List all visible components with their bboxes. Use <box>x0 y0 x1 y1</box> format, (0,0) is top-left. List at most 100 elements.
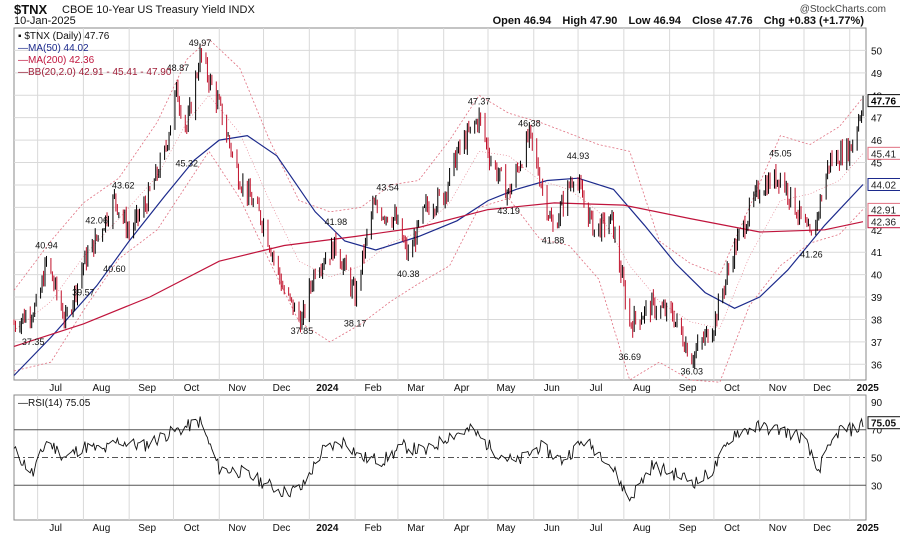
price-annotation: 46.38 <box>518 119 541 129</box>
price-flag-label: 42.91 <box>871 205 896 216</box>
price-x-tick-label: Dec <box>273 383 291 394</box>
rsi-x-tick-label: Oct <box>724 523 740 534</box>
price-y-tick-label: 42 <box>871 226 883 237</box>
price-x-tick-label: 2024 <box>316 383 339 394</box>
rsi-x-tick-label: Dec <box>813 523 831 534</box>
rsi-y-tick-label: 50 <box>871 454 883 465</box>
price-x-tick-label: Dec <box>813 383 831 394</box>
price-annotation: 42.06 <box>85 215 108 225</box>
price-flag-box <box>867 94 900 108</box>
legend-bb-label: BB(20,2.0) 42.91 - 45.41 - 47.90 <box>28 67 172 78</box>
price-x-tick-label: Sep <box>679 383 697 394</box>
price-y-tick-label: 38 <box>871 315 883 326</box>
rsi-x-tick-label: 2025 <box>857 523 880 534</box>
price-x-tick-label: Aug <box>633 383 651 394</box>
rsi-x-tick-label: Aug <box>93 523 111 534</box>
legend-ma50-label: MA(50) 44.02 <box>28 43 89 54</box>
rsi-x-tick-label: 2024 <box>316 523 339 534</box>
price-annotation: 38.17 <box>344 319 367 329</box>
price-x-tick-label: May <box>497 383 516 394</box>
price-annotation: 41.26 <box>800 249 823 259</box>
price-x-tick-label: Mar <box>407 383 425 394</box>
rsi-x-tick-label: Sep <box>138 523 156 534</box>
price-y-tick-label: 37 <box>871 338 883 349</box>
rsi-flag-box <box>867 416 900 430</box>
legend-rsi-label: RSI(14) 75.05 <box>28 398 91 409</box>
price-y-tick-label: 40 <box>871 271 883 282</box>
legend-rsi: —RSI(14) 75.05 <box>18 398 90 409</box>
price-x-tick-label: Jul <box>590 383 603 394</box>
price-annotation: 40.60 <box>103 264 126 274</box>
price-x-tick-label: Nov <box>228 383 246 394</box>
rsi-x-tick-label: Dec <box>273 523 291 534</box>
price-flag-box <box>867 215 900 229</box>
price-annotation: 40.94 <box>35 241 58 251</box>
legend-rsi-swatch: — <box>18 398 28 409</box>
price-annotation: 37.35 <box>22 337 45 347</box>
price-y-tick-label: 45 <box>871 159 883 170</box>
price-y-tick-label: 46 <box>871 136 883 147</box>
price-flag-label: 44.02 <box>871 180 896 191</box>
symbol: $TNX <box>14 2 48 17</box>
price-y-tick-label: 49 <box>871 69 883 80</box>
legend-ma200-label: MA(200) 42.36 <box>28 55 95 66</box>
price-x-tick-label: Feb <box>364 383 382 394</box>
brand-watermark[interactable]: @StockCharts.com <box>799 4 886 15</box>
rsi-x-tick-label: Oct <box>184 523 200 534</box>
price-y-tick-label: 50 <box>871 46 883 57</box>
price-annotation: 45.32 <box>175 158 198 168</box>
price-annotation: 49.97 <box>189 38 212 48</box>
price-y-tick-label: 39 <box>871 293 883 304</box>
legend-price-label: $TNX (Daily) 47.76 <box>24 31 110 42</box>
legend-price-swatch: ▪ <box>18 31 22 42</box>
rsi-y-tick-label: 90 <box>871 398 883 409</box>
price-annotation: 41.98 <box>325 217 348 227</box>
rsi-y-tick-label: 70 <box>871 426 883 437</box>
price-annotation: 48.87 <box>167 63 190 73</box>
price-flag-label: 47.76 <box>871 97 896 108</box>
price-annotation: 40.38 <box>397 269 420 279</box>
rsi-x-tick-label: Jun <box>544 523 560 534</box>
rsi-x-tick-label: May <box>497 523 516 534</box>
rsi-x-tick-label: Sep <box>679 523 697 534</box>
chart-date: 10-Jan-2025 <box>14 15 76 27</box>
bb-lower-line <box>13 150 864 383</box>
price-y-tick-label: 36 <box>871 360 883 371</box>
legend-bb: —BB(20,2.0) 42.91 - 45.41 - 47.90 <box>18 67 171 78</box>
price-x-tick-label: Jun <box>544 383 560 394</box>
rsi-x-tick-label: Mar <box>407 523 425 534</box>
price-annotation: 36.69 <box>618 352 641 362</box>
ma50-line <box>13 134 864 376</box>
price-flag-box <box>867 177 900 191</box>
price-x-tick-label: Apr <box>454 383 470 394</box>
ohlc-readout: Open 46.94 High 47.90 Low 46.94 Close 47… <box>485 15 864 27</box>
price-y-tick-label: 47 <box>871 114 883 125</box>
price-x-tick-label: Oct <box>724 383 740 394</box>
price-y-tick-label: 41 <box>871 248 883 259</box>
price-x-tick-label: Aug <box>93 383 111 394</box>
price-annotation: 36.03 <box>680 367 703 377</box>
symbol-description: CBOE 10-Year US Treasury Yield INDX <box>62 4 255 16</box>
change-value: Chg +0.83 (+1.77%) <box>763 15 864 27</box>
rsi-y-tick-label: 30 <box>871 481 883 492</box>
legend-ma200-swatch: — <box>18 55 28 66</box>
price-flag-box <box>867 146 900 160</box>
price-annotation: 43.19 <box>497 206 520 216</box>
bb-middle-line <box>13 94 864 331</box>
price-annotation: 43.54 <box>376 182 399 192</box>
rsi-x-tick-label: Apr <box>454 523 470 534</box>
rsi-flag-label: 75.05 <box>871 419 896 430</box>
rsi-x-tick-label: Aug <box>633 523 651 534</box>
price-x-tick-label: 2025 <box>857 383 880 394</box>
price-annotation: 43.62 <box>112 180 135 190</box>
price-annotation: 44.93 <box>567 151 590 161</box>
price-annotation: 47.37 <box>468 96 491 106</box>
legend-ma50-swatch: — <box>18 43 28 54</box>
price-annotation: 37.85 <box>291 326 314 336</box>
price-x-tick-label: Jul <box>49 383 62 394</box>
price-panel-frame <box>13 27 867 381</box>
high-value: High 47.90 <box>562 15 618 27</box>
close-value: Close 47.76 <box>692 15 753 27</box>
rsi-x-tick-label: Nov <box>769 523 787 534</box>
